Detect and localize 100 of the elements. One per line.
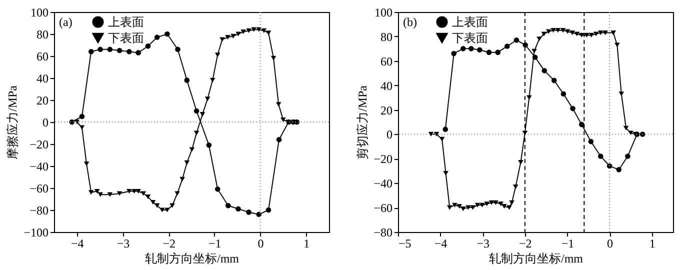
point — [526, 95, 532, 100]
point — [251, 27, 256, 32]
point — [551, 78, 557, 84]
y-axis-title: 摩擦应力/MPa — [6, 84, 20, 160]
x-axis-title: 轧制方向坐标/mm — [144, 252, 240, 266]
point — [154, 34, 160, 40]
x-tick-label: −1 — [208, 236, 222, 250]
y-tick-label: 40 — [380, 78, 392, 93]
point — [184, 160, 190, 165]
point — [614, 42, 620, 48]
y-tick-label: 100 — [374, 6, 392, 20]
y-tick-label: −100 — [24, 226, 48, 240]
point — [220, 37, 225, 42]
point — [574, 32, 580, 36]
point — [126, 189, 132, 194]
point — [439, 136, 445, 142]
annotation: (b) — [403, 15, 417, 29]
point — [214, 52, 220, 58]
point — [230, 34, 236, 38]
y-tick-label: −80 — [30, 204, 48, 218]
point — [536, 36, 542, 42]
y-tick-label: −20 — [30, 138, 48, 152]
point — [606, 163, 612, 169]
point — [276, 102, 282, 107]
point — [145, 194, 151, 200]
point — [206, 142, 212, 148]
point — [225, 35, 230, 40]
annotation: (a) — [59, 15, 72, 29]
point — [160, 208, 165, 212]
point — [98, 46, 103, 52]
y-tick-label: 80 — [36, 28, 48, 42]
x-tick-label: −2 — [162, 236, 176, 250]
point — [541, 32, 547, 36]
point — [495, 50, 500, 55]
point — [204, 96, 210, 102]
point — [214, 186, 220, 192]
legend-label: 下表面 — [452, 31, 488, 45]
legend-label: 下表面 — [108, 31, 144, 45]
point — [236, 206, 241, 212]
point — [532, 54, 538, 60]
point — [226, 202, 231, 208]
point — [74, 120, 80, 124]
point — [480, 202, 485, 208]
point — [180, 176, 185, 182]
point — [116, 191, 122, 196]
point — [512, 184, 518, 190]
point — [79, 125, 85, 130]
x-tick-label: −3 — [116, 236, 130, 250]
x-tick-label: 0 — [258, 236, 264, 250]
y-tick-label: −40 — [30, 160, 48, 174]
point — [484, 202, 490, 206]
point — [276, 136, 282, 142]
point — [442, 126, 448, 132]
point — [560, 28, 566, 33]
y-tick-label: 60 — [380, 54, 392, 68]
point — [452, 202, 458, 208]
y-tick-label: 80 — [380, 30, 392, 44]
x-tick-label: −1 — [561, 236, 574, 250]
point — [164, 31, 170, 37]
x-tick-label: 0 — [607, 236, 614, 250]
point — [502, 204, 507, 209]
point — [136, 189, 141, 194]
y-tick-label: −20 — [374, 152, 392, 166]
point — [618, 92, 624, 96]
point — [175, 46, 180, 52]
point — [98, 192, 103, 197]
point — [189, 147, 195, 152]
point — [616, 167, 622, 172]
point — [246, 210, 252, 215]
point — [498, 202, 504, 206]
point — [126, 48, 132, 54]
point — [588, 138, 594, 144]
point — [518, 160, 524, 165]
point — [593, 32, 599, 36]
point — [240, 30, 246, 34]
y-tick-label: 100 — [30, 6, 48, 20]
legend-label: 上表面 — [452, 15, 488, 29]
point — [256, 212, 262, 218]
point — [132, 189, 137, 194]
point — [565, 29, 570, 34]
x-tick-label: −4 — [434, 236, 448, 250]
point — [506, 205, 512, 210]
point — [610, 30, 616, 36]
point — [140, 191, 146, 196]
point — [470, 205, 476, 210]
point — [88, 190, 94, 195]
point — [550, 28, 556, 33]
point — [456, 204, 462, 209]
point — [488, 200, 494, 205]
point — [578, 32, 584, 38]
point — [570, 30, 575, 36]
x-tick-label: −2 — [519, 236, 532, 250]
point — [460, 206, 466, 212]
point — [493, 200, 498, 205]
x-tick-label: −5 — [398, 236, 412, 250]
point — [164, 208, 170, 212]
legend-label: 上表面 — [108, 15, 144, 29]
y-tick-label: −60 — [374, 201, 392, 216]
point — [107, 192, 113, 197]
point — [200, 112, 206, 117]
